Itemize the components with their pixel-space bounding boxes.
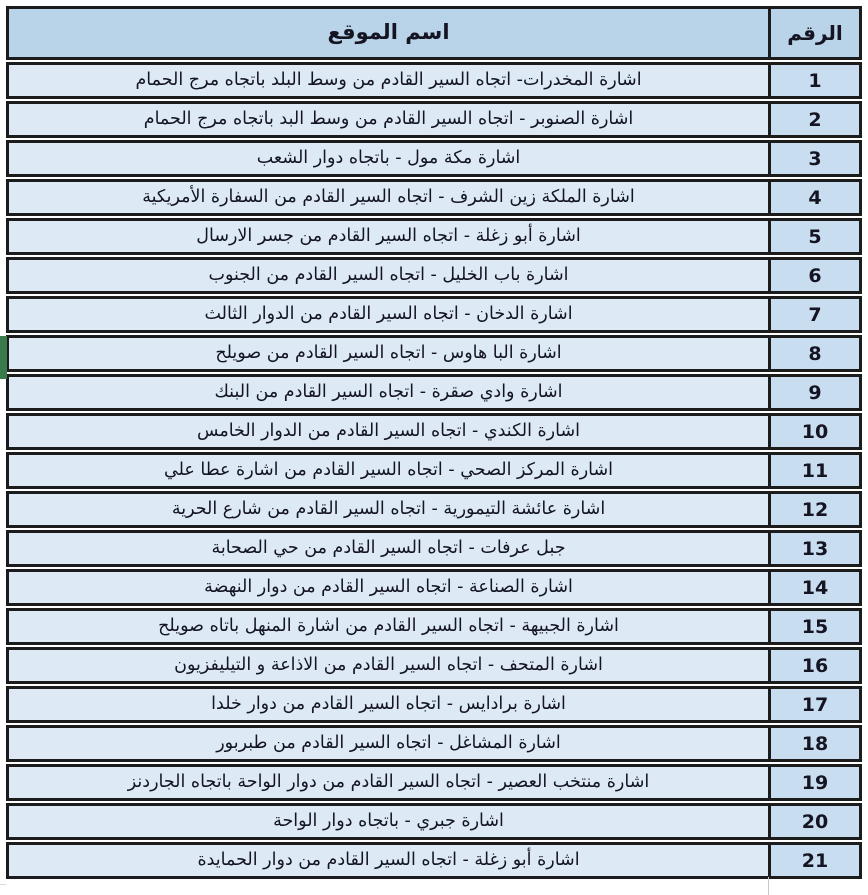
row-name[interactable]: اشارة المركز الصحي - اتجاه السير القادم … (9, 455, 768, 486)
row-number[interactable]: 12 (768, 494, 859, 525)
row-name[interactable]: اشارة منتخب العصير - اتجاه السير القادم … (9, 767, 768, 798)
row-number[interactable]: 4 (768, 182, 859, 213)
row-name[interactable]: جبل عرفات - اتجاه السير القادم من حي الص… (9, 533, 768, 564)
row-number[interactable]: 20 (768, 806, 859, 837)
row-number[interactable]: 9 (768, 377, 859, 408)
row-number[interactable]: 5 (768, 221, 859, 252)
table-row: 12 اشارة عائشة التيمورية - اتجاه السير ا… (6, 491, 862, 528)
table-row: 11 اشارة المركز الصحي - اتجاه السير القا… (6, 452, 862, 489)
table-row: 18 اشارة المشاغل - اتجاه السير القادم من… (6, 725, 862, 762)
row-name[interactable]: اشارة الصنوبر - اتجاه السير القادم من وس… (9, 104, 768, 135)
row-number[interactable]: 13 (768, 533, 859, 564)
table-row: 16 اشارة المتحف - اتجاه السير القادم من … (6, 647, 862, 684)
table-row: 13 جبل عرفات - اتجاه السير القادم من حي … (6, 530, 862, 567)
row-name[interactable]: اشارة المخدرات- اتجاه السير القادم من وس… (9, 65, 768, 96)
row-number[interactable]: 8 (768, 338, 859, 369)
table-header-row: الرقم اسم الموقع (6, 6, 862, 60)
table-row: 20 اشارة جبري - باتجاه دوار الواحة (6, 803, 862, 840)
table-row: 2 اشارة الصنوبر - اتجاه السير القادم من … (6, 101, 862, 138)
row-number[interactable]: 16 (768, 650, 859, 681)
row-number[interactable]: 10 (768, 416, 859, 447)
table-row: 15 اشارة الجبيهة - اتجاه السير القادم من… (6, 608, 862, 645)
cell-selection-fragment (0, 336, 7, 379)
gridline-vertical (768, 877, 769, 895)
header-cell-site-name[interactable]: اسم الموقع (9, 9, 768, 57)
row-number[interactable]: 1 (768, 65, 859, 96)
row-name[interactable]: اشارة برادايس - اتجاه السير القادم من دو… (9, 689, 768, 720)
table-row: 9 اشارة وادي صقرة - اتجاه السير القادم م… (6, 374, 862, 411)
table-body: 1 اشارة المخدرات- اتجاه السير القادم من … (6, 62, 862, 879)
table-row: 6 اشارة باب الخليل - اتجاه السير القادم … (6, 257, 862, 294)
row-number[interactable]: 15 (768, 611, 859, 642)
table-row: 14 اشارة الصناعة - اتجاه السير القادم من… (6, 569, 862, 606)
table-row: 4 اشارة الملكة زين الشرف - اتجاه السير ا… (6, 179, 862, 216)
row-name[interactable]: اشارة الصناعة - اتجاه السير القادم من دو… (9, 572, 768, 603)
row-number[interactable]: 2 (768, 104, 859, 135)
row-name[interactable]: اشارة الجبيهة - اتجاه السير القادم من اش… (9, 611, 768, 642)
header-cell-number[interactable]: الرقم (768, 9, 859, 57)
row-name[interactable]: اشارة المشاغل - اتجاه السير القادم من طب… (9, 728, 768, 759)
table-row: 3 اشارة مكة مول - باتجاه دوار الشعب (6, 140, 862, 177)
table-row: 17 اشارة برادايس - اتجاه السير القادم من… (6, 686, 862, 723)
table-row: 19 اشارة منتخب العصير - اتجاه السير القا… (6, 764, 862, 801)
table-row: 1 اشارة المخدرات- اتجاه السير القادم من … (6, 62, 862, 99)
row-name[interactable]: اشارة الملكة زين الشرف - اتجاه السير الق… (9, 182, 768, 213)
row-name[interactable]: اشارة المتحف - اتجاه السير القادم من الا… (9, 650, 768, 681)
row-name[interactable]: اشارة وادي صقرة - اتجاه السير القادم من … (9, 377, 768, 408)
table-row: 10 اشارة الكندي - اتجاه السير القادم من … (6, 413, 862, 450)
table-row: 8 اشارة البا هاوس - اتجاه السير القادم م… (6, 335, 862, 372)
row-number[interactable]: 3 (768, 143, 859, 174)
table-row: 21 اشارة أبو زغلة - اتجاه السير القادم م… (6, 842, 862, 879)
row-name[interactable]: اشارة أبو زغلة - اتجاه السير القادم من ج… (9, 221, 768, 252)
row-name[interactable]: اشارة البا هاوس - اتجاه السير القادم من … (9, 338, 768, 369)
row-name[interactable]: اشارة جبري - باتجاه دوار الواحة (9, 806, 768, 837)
row-name[interactable]: اشارة الكندي - اتجاه السير القادم من الد… (9, 416, 768, 447)
row-name[interactable]: اشارة باب الخليل - اتجاه السير القادم من… (9, 260, 768, 291)
row-number[interactable]: 7 (768, 299, 859, 330)
row-number[interactable]: 18 (768, 728, 859, 759)
row-number[interactable]: 11 (768, 455, 859, 486)
row-name[interactable]: اشارة الدخان - اتجاه السير القادم من الد… (9, 299, 768, 330)
row-number[interactable]: 19 (768, 767, 859, 798)
table-row: 5 اشارة أبو زغلة - اتجاه السير القادم من… (6, 218, 862, 255)
row-number[interactable]: 17 (768, 689, 859, 720)
row-number[interactable]: 14 (768, 572, 859, 603)
row-number[interactable]: 21 (768, 845, 859, 876)
gridline-horizontal (0, 884, 6, 885)
row-number[interactable]: 6 (768, 260, 859, 291)
row-name[interactable]: اشارة عائشة التيمورية - اتجاه السير القا… (9, 494, 768, 525)
locations-table: الرقم اسم الموقع 1 اشارة المخدرات- اتجاه… (6, 6, 862, 881)
table-row: 7 اشارة الدخان - اتجاه السير القادم من ا… (6, 296, 862, 333)
row-name[interactable]: اشارة أبو زغلة - اتجاه السير القادم من د… (9, 845, 768, 876)
row-name[interactable]: اشارة مكة مول - باتجاه دوار الشعب (9, 143, 768, 174)
